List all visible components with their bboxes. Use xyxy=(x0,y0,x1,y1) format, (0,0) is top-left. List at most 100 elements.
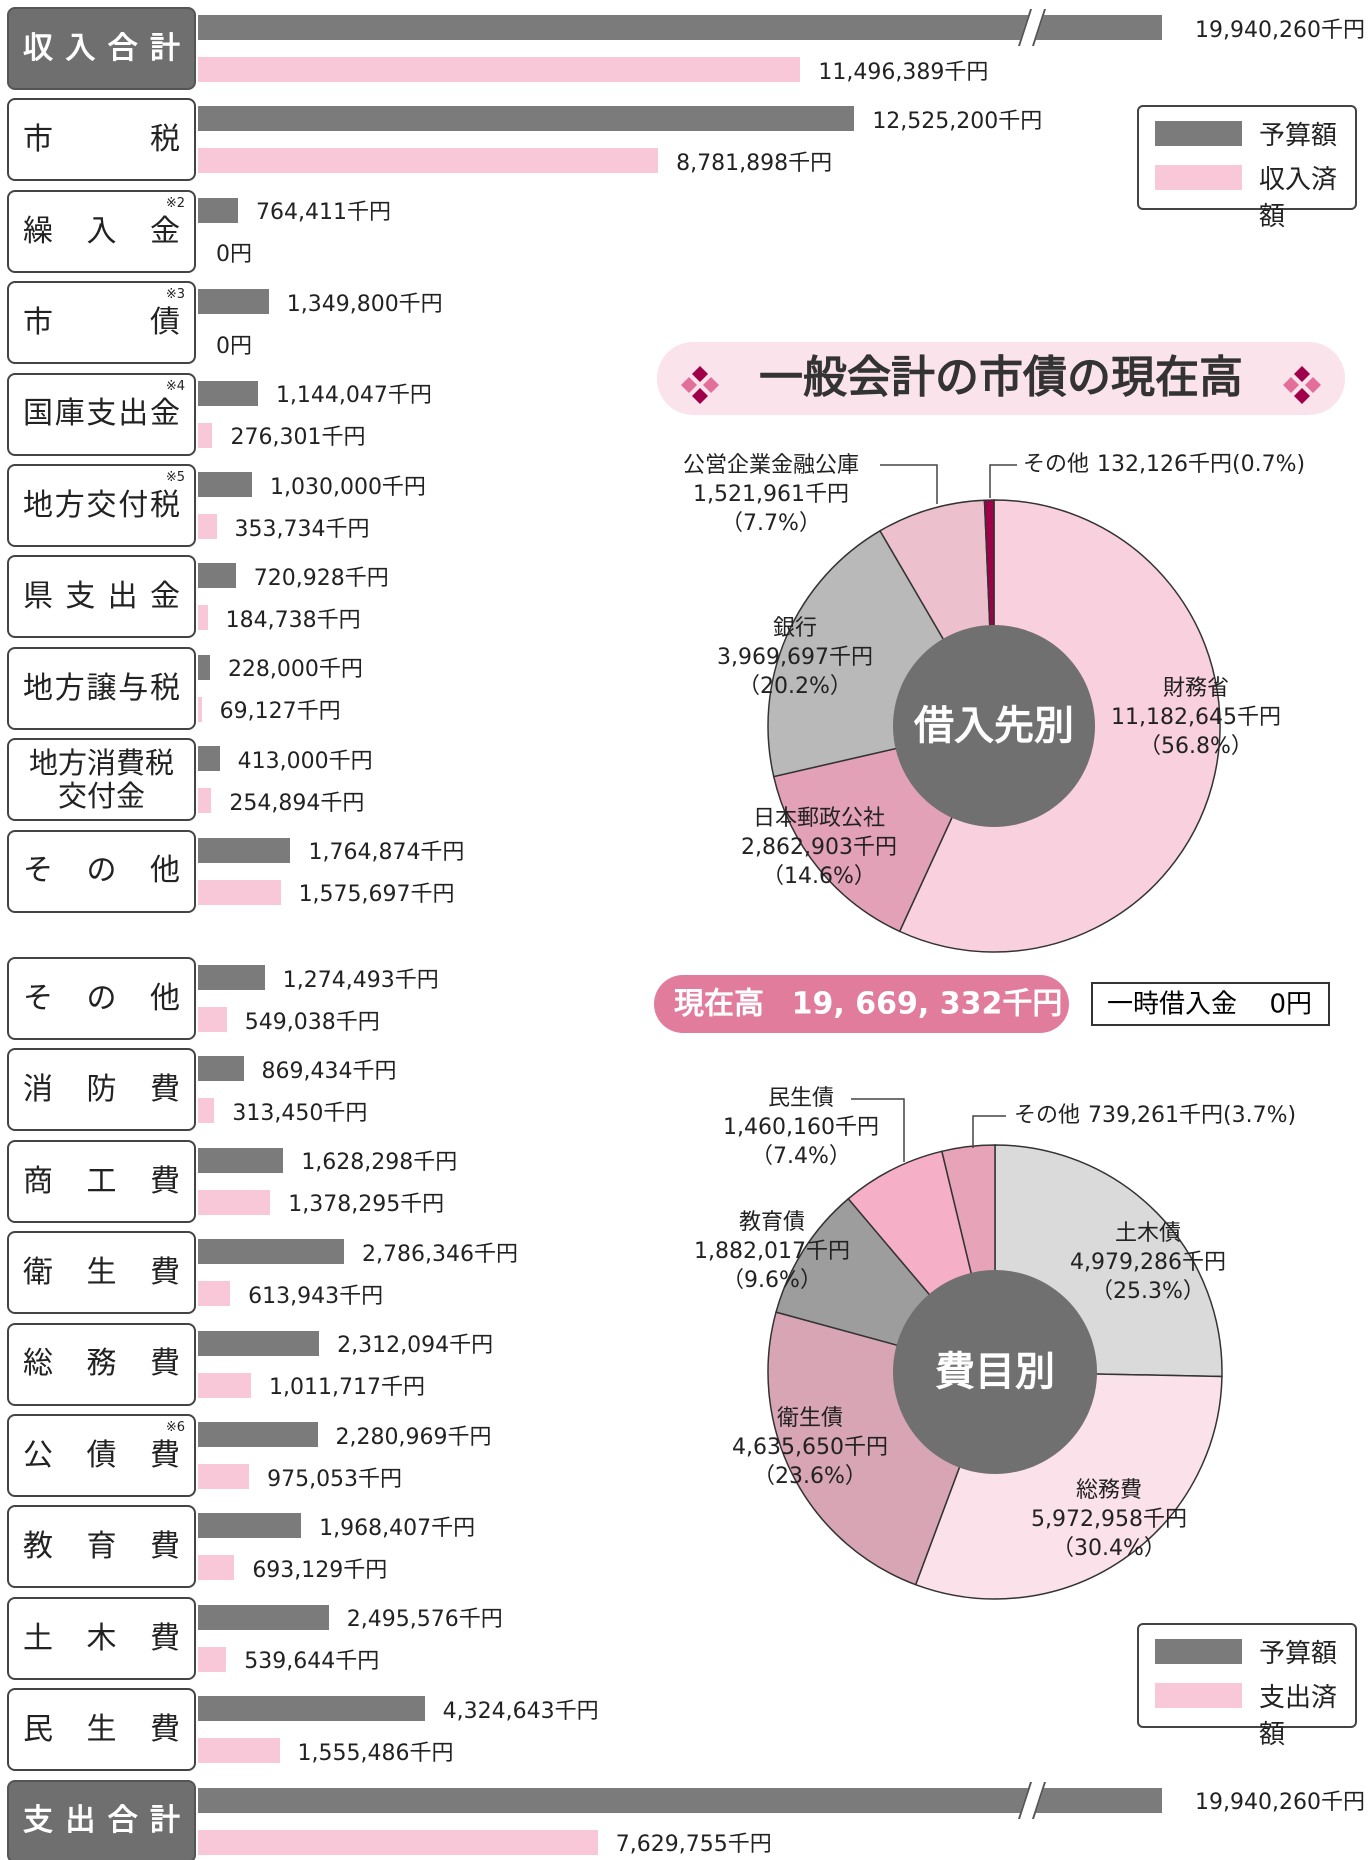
category-label: 公債費 xyxy=(23,1437,180,1473)
bar xyxy=(198,563,236,589)
leader-line xyxy=(972,1115,1006,1148)
category-label: 地方交付税 xyxy=(23,487,180,523)
slice-label: 1,882,017千円 xyxy=(694,1239,850,1264)
category-label: 土木費 xyxy=(23,1620,180,1656)
value-label: 12,525,200千円 xyxy=(872,108,1043,134)
slice-label-part: その他 xyxy=(1023,452,1089,477)
note: ※3 xyxy=(165,287,185,303)
value-label: 764,411千円 xyxy=(256,200,392,226)
bar xyxy=(198,1555,235,1581)
slice-label: （20.2%） xyxy=(738,674,852,699)
value-label: 1,555,486千円 xyxy=(297,1740,454,1766)
slice-label-part: (0.7%) xyxy=(1232,452,1305,477)
slice-label-part: その他 xyxy=(1014,1103,1080,1128)
value-label: 613,943千円 xyxy=(248,1283,384,1309)
category-label: 国庫支出金 xyxy=(23,396,180,432)
slice-label: （30.4%） xyxy=(1052,1536,1166,1561)
bar xyxy=(198,696,202,722)
value-label: 0円 xyxy=(216,242,252,268)
category-label: その他 xyxy=(23,853,180,889)
category-box: 地方消費税 交付金 xyxy=(7,738,196,822)
ornament xyxy=(681,366,1321,404)
value-label: 19,940,260千円 xyxy=(1195,17,1365,43)
note: ※6 xyxy=(165,1420,185,1435)
category-label: 衛生費 xyxy=(23,1254,180,1290)
value-label: 4,324,643千円 xyxy=(442,1698,599,1724)
value-label: 1,378,295千円 xyxy=(288,1192,445,1218)
value-label: 1,144,047千円 xyxy=(275,383,432,409)
bar xyxy=(198,148,659,174)
slice-label: その他 132,126千円(0.7%) xyxy=(1023,452,1305,477)
category-box: その他 xyxy=(7,829,196,913)
category-box: 商工費 xyxy=(7,1139,196,1223)
bar xyxy=(198,106,855,132)
value-label: 720,928千円 xyxy=(253,565,389,591)
category-label: 商工費 xyxy=(23,1163,180,1199)
value-label: 11,496,389千円 xyxy=(818,59,989,85)
category-label: 民生費 xyxy=(23,1711,180,1747)
bar xyxy=(198,788,212,814)
slice-label: 日本郵政公社 xyxy=(753,806,885,831)
value-label: 353,734千円 xyxy=(234,516,370,542)
bar xyxy=(198,57,801,82)
value-label: 2,280,969千円 xyxy=(335,1424,492,1450)
legend-label: 予算額 xyxy=(1259,121,1338,151)
category-label: 地方消費税 交付金 xyxy=(28,746,174,813)
bar xyxy=(198,15,1162,40)
temporary-loan-amount: 0円 xyxy=(1269,990,1312,1020)
value-label: 19,940,260千円 xyxy=(1195,1790,1365,1816)
slice-label: 1,521,961千円 xyxy=(693,482,849,507)
category-label: 県支出金 xyxy=(23,579,180,615)
bar xyxy=(198,1604,329,1630)
category-box: 民生費 xyxy=(7,1688,196,1772)
legend-label: 支出済額 xyxy=(1259,1683,1338,1750)
value-label: 0円 xyxy=(216,333,252,359)
value-label: 869,434千円 xyxy=(261,1058,397,1084)
legend-swatch xyxy=(1155,1683,1242,1708)
category-label: 繰入金 xyxy=(23,213,180,249)
slice-label: 教育債 xyxy=(739,1210,805,1235)
value-label: 276,301千円 xyxy=(230,425,366,451)
slice-label: 5,972,958千円 xyxy=(1031,1507,1187,1532)
bar xyxy=(198,879,281,905)
bar xyxy=(198,1147,284,1173)
value-label: 254,894千円 xyxy=(229,790,365,816)
slice-label: 民生債 xyxy=(768,1086,834,1111)
temporary-loan-box xyxy=(1091,982,1330,1026)
category-label: 教育費 xyxy=(23,1529,180,1565)
category-label: 支出合計 xyxy=(23,1803,180,1839)
slice-label: （56.8%） xyxy=(1139,734,1253,759)
legend-swatch xyxy=(1155,1639,1242,1664)
value-label: 184,738千円 xyxy=(225,607,361,633)
bar xyxy=(198,197,239,223)
bar xyxy=(198,1330,320,1356)
category-label: 消防費 xyxy=(23,1072,180,1108)
slice-label: 2,862,903千円 xyxy=(741,835,897,860)
bar xyxy=(198,1738,280,1764)
slice-label: 1,460,160千円 xyxy=(723,1115,879,1140)
slice-label: （14.6%） xyxy=(762,864,876,889)
slice-label: 3,969,697千円 xyxy=(717,645,873,670)
leader-line xyxy=(851,1098,905,1162)
category-box: 教育費 xyxy=(7,1505,196,1589)
category-box: 繰入金 ※2 xyxy=(7,189,196,273)
slice-label: （7.7%） xyxy=(721,511,821,536)
slice-label-part: 739,261千円 xyxy=(1088,1103,1223,1128)
bar xyxy=(198,1056,244,1082)
value-label: 2,786,346千円 xyxy=(362,1241,518,1267)
category-box: 県支出金 xyxy=(7,555,196,639)
slice-label: 銀行 xyxy=(773,616,817,641)
category-label: その他 xyxy=(23,980,180,1016)
leader-line xyxy=(880,464,938,504)
bar xyxy=(198,837,291,863)
category-label: 市債 xyxy=(23,304,180,340)
slice-label: 4,979,286千円 xyxy=(1070,1250,1226,1275)
bar xyxy=(198,965,265,990)
value-label: 2,495,576千円 xyxy=(346,1607,503,1633)
note: ※5 xyxy=(165,470,185,485)
value-label: 539,644千円 xyxy=(244,1649,380,1675)
bar xyxy=(198,1239,344,1265)
slice-label-part: (3.7%) xyxy=(1223,1103,1296,1128)
value-label: 1,349,800千円 xyxy=(286,291,443,317)
